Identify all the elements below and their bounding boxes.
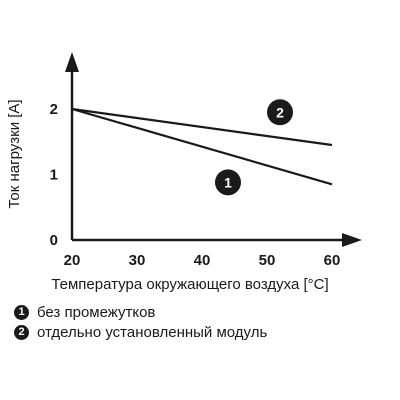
series-line-2: [71, 107, 333, 147]
x-tick-label: 50: [259, 252, 276, 269]
x-tick-label: 30: [129, 252, 146, 269]
y-tick-label: 1: [50, 167, 58, 184]
y-axis-title: Ток нагрузки [A]: [6, 99, 23, 208]
series-marker-circle: [215, 169, 241, 196]
x-axis-arrow: [342, 233, 362, 247]
series-marker-2: 2: [267, 99, 293, 126]
series-lines: [71, 107, 333, 186]
legend: 1 без промежутков 2 отдельно установленн…: [14, 302, 267, 342]
x-axis-title: Температура окружающего воздуха [°C]: [51, 276, 328, 293]
y-axis-arrow: [65, 52, 79, 72]
y-tick-label: 2: [50, 101, 58, 118]
x-tick-labels: 20 30 40 50 60: [64, 252, 341, 269]
y-axis: [65, 52, 79, 240]
series-line-1: [71, 107, 333, 186]
series-marker-circle: [267, 99, 293, 126]
series-marker-1: 1: [215, 169, 241, 196]
x-tick-label: 20: [64, 252, 81, 269]
x-tick-label: 40: [194, 252, 211, 269]
series-markers: 12: [215, 99, 293, 196]
legend-item-2: 2 отдельно установленный модуль: [14, 322, 267, 342]
legend-label-1: без промежутков: [37, 303, 156, 321]
legend-marker-2: 2: [14, 324, 29, 340]
x-tick-label: 60: [324, 252, 341, 269]
x-axis: [72, 233, 362, 247]
legend-marker-1: 1: [14, 304, 29, 320]
legend-label-2: отдельно установленный модуль: [37, 323, 268, 341]
series-marker-label: 1: [224, 174, 232, 190]
y-tick-labels: 0 1 2: [50, 101, 58, 249]
y-tick-label: 0: [50, 232, 58, 249]
series-marker-label: 2: [276, 104, 284, 120]
legend-item-1: 1 без промежутков: [14, 302, 267, 322]
